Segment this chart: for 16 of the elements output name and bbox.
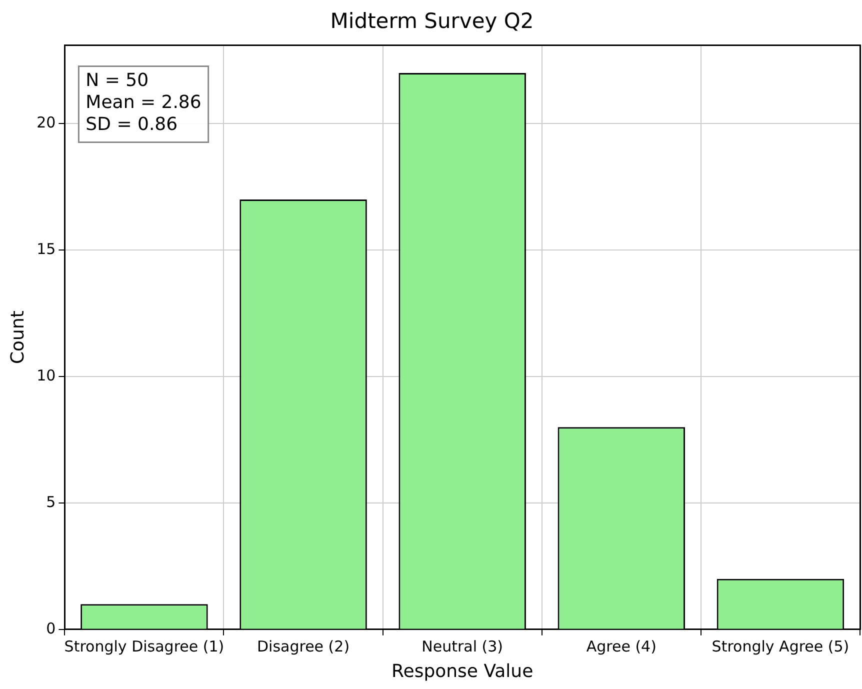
y-tick-label: 5: [46, 492, 56, 511]
y-tick-label: 0: [46, 619, 56, 638]
x-tick-label: Disagree (2): [257, 637, 350, 656]
x-axis-title: Response Value: [392, 660, 534, 682]
y-axis-title: Count: [7, 310, 28, 364]
chart-title: Midterm Survey Q2: [330, 9, 534, 34]
x-tick-label: Strongly Agree (5): [712, 637, 850, 656]
annotation: N = 50: [86, 70, 149, 91]
annotation: SD = 0.86: [86, 114, 178, 135]
y-tick-label: 15: [36, 240, 56, 258]
x-tick-label: Neutral (3): [422, 637, 504, 656]
x-tick-label: Agree (4): [586, 637, 656, 656]
annotation: Mean = 2.86: [86, 92, 202, 113]
y-tick-label: 10: [36, 366, 56, 384]
x-tick-label: Strongly Disagree (1): [64, 637, 224, 656]
y-tick-label: 20: [36, 113, 56, 132]
